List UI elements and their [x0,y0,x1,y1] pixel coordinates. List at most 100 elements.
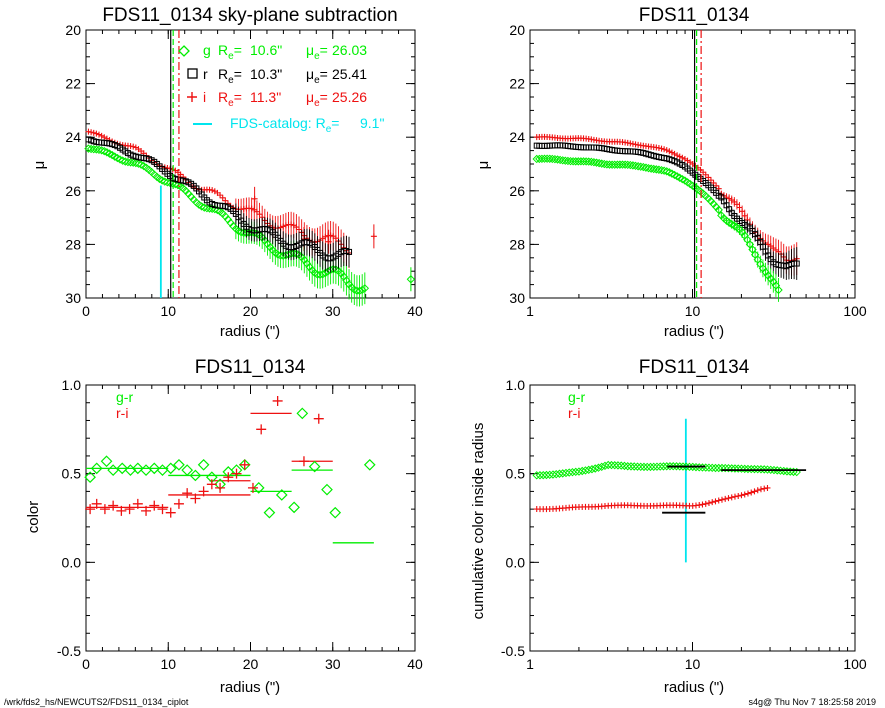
diamond-marker-icon [178,45,190,57]
legend-r-i: r-i [568,405,580,421]
data-point-i [288,221,295,228]
data-point-i [741,212,748,219]
data-point-g [163,178,172,187]
data-point-g [100,146,109,156]
data-point-r-i [85,504,96,515]
data-point-g [633,162,643,171]
data-point-g-r [646,462,655,472]
legend-entry-g: g Re= 10.6" μe= 26.03 [178,42,367,62]
data-point-i [702,171,709,178]
data-point-g [667,169,677,178]
data-point-g-r [649,462,658,472]
y-tick-label: 26 [65,183,81,199]
data-point-g-r [308,460,321,473]
data-point-g [600,159,609,169]
x-tick-label: 30 [325,656,341,672]
data-point-r-i [709,499,716,506]
data-point-g [561,156,570,165]
data-point-r-i [702,500,709,507]
panel-title: FDS11_0134 [639,5,750,26]
data-point-g-r [662,462,671,471]
data-point-g [134,159,143,168]
data-point-g-r [678,462,688,471]
data-point-i [671,150,678,157]
legend-band: i [203,89,206,105]
data-point-g-r [565,468,574,477]
data-point-r-i [91,498,102,509]
legend-re-value: 10.6" [250,42,282,58]
data-point-g [555,155,565,165]
data-point-g-r [756,465,766,474]
data-point-i [332,235,339,242]
data-point-r-i [108,500,119,511]
data-point-g [123,157,133,167]
legend-mu-value: 25.41 [332,66,367,82]
y-tick-label: 30 [65,290,81,306]
data-point-g [558,156,567,165]
data-point-g [594,158,604,168]
data-point-i [739,208,746,215]
data-point-r-i [699,501,706,508]
y-tick-label: 28 [65,236,81,252]
data-point-g [563,156,573,166]
plot-frame [529,384,856,652]
x-tick-label: 20 [243,303,259,319]
data-point-i [167,165,174,172]
data-point-r-i [223,472,234,483]
data-point-g-r [763,465,772,474]
data-point-g [84,144,93,153]
data-point-g [649,164,658,174]
x-tick-label: 40 [407,656,423,672]
data-point-g [701,191,710,201]
legend-mu-value: 26.03 [332,42,367,58]
data-point-g-r [363,458,376,471]
data-point-g-r [539,470,548,480]
data-point-r [346,248,353,255]
data-point-r-i [173,498,184,509]
data-point-i [679,154,686,161]
data-point-g-r [626,462,636,471]
data-point-g-r [189,469,202,482]
x-axis-label: radius (") [220,679,280,696]
data-point-r-i [738,492,745,499]
data-point-g [548,154,557,164]
legend-r-i: r-i [116,405,128,421]
data-point-g-r [296,407,309,420]
data-point-r-i [247,482,258,493]
data-point-g-r [587,465,597,474]
data-point-g-r [747,464,756,474]
panel-title: FDS11_0134 [639,357,750,378]
data-point-i [251,195,258,202]
y-tick-label: 22 [65,76,81,92]
data-point-g-r [639,462,649,472]
legend-mu-value: 25.26 [332,89,367,105]
x-tick-label: 100 [843,303,867,319]
x-tick-label: 0 [82,303,90,319]
footer-timestamp: s4g@ Thu Nov 7 18:25:58 2019 [748,697,876,707]
footer-path: /wrk/fds2_hs/NEWCUTS2/FDS11_0134_ciplot [4,697,189,707]
legend-mu-symbol: μe= [306,89,328,109]
data-point-g-r [535,471,545,480]
y-tick-label: 20 [509,22,525,38]
data-point-r-i [165,507,176,518]
data-point-g [589,158,599,167]
data-point-g [118,156,127,165]
data-point-r-i [764,484,771,491]
legend-entry-i: i Re= 11.3" μe= 25.26 [187,89,367,109]
data-point-g-r [704,463,714,472]
data-point-g-r [760,465,769,474]
data-point-g-r [734,464,743,473]
data-point-g-r [607,460,616,470]
data-point-g-r [750,464,759,474]
data-point-g [131,158,141,168]
legend-g-r: g-r [568,389,585,405]
panel-sky-plane-profile: FDS11_0134 sky-plane subtraction 0 10 20 30… [31,5,423,340]
x-axis-label: radius (") [220,323,280,340]
data-point-g [150,170,159,179]
data-point-r-i [741,491,748,498]
legend: g Re= 10.6" μe= 26.03 r Re= 10.3" μe= 25… [178,42,384,135]
data-point-r-i [198,486,209,497]
data-point-g-r [555,469,564,478]
plot-frame [85,384,416,652]
data-point-g [160,177,170,186]
